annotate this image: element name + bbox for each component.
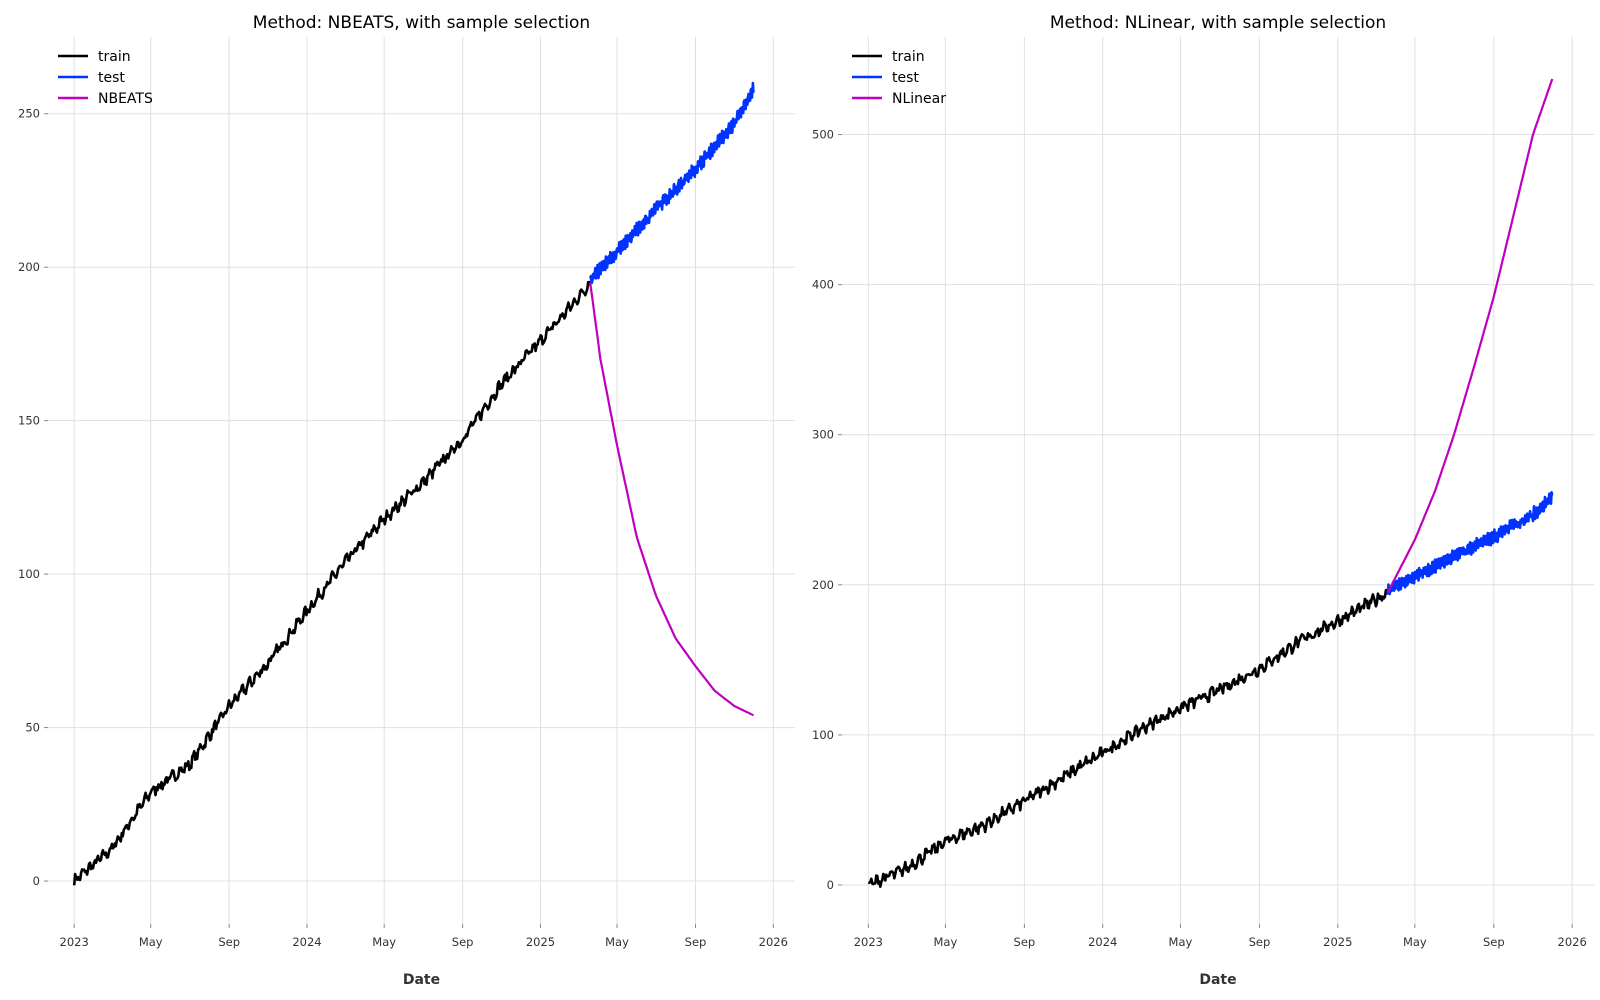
x-tick-label: 2026 xyxy=(759,935,788,949)
series-line-test xyxy=(1386,490,1554,596)
y-tick-label: 100 xyxy=(18,567,40,581)
y-tick-label: 300 xyxy=(812,428,834,442)
series-line-train xyxy=(867,588,1390,889)
series-line-nbeats xyxy=(589,282,754,717)
x-tick-label: 2024 xyxy=(1088,935,1117,949)
y-tick-label: 250 xyxy=(18,107,40,121)
x-tick-label: 2023 xyxy=(854,935,883,949)
chart-title: Method: NLinear, with sample selection xyxy=(1050,13,1386,33)
y-tick-label: 500 xyxy=(812,128,834,142)
legend-label-train: train xyxy=(98,49,131,65)
chart-title: Method: NBEATS, with sample selection xyxy=(253,13,590,33)
x-tick-label: May xyxy=(1403,935,1427,949)
x-tick-label: May xyxy=(1169,935,1193,949)
x-tick-label: 2023 xyxy=(60,935,89,949)
y-tick-label: 200 xyxy=(18,260,40,274)
x-tick-label: 2025 xyxy=(526,935,555,949)
legend-label-train: train xyxy=(892,49,925,65)
y-tick-label: 400 xyxy=(812,278,834,292)
y-tick-label: 50 xyxy=(25,721,40,735)
series-line-test xyxy=(588,81,755,285)
y-tick-label: 0 xyxy=(827,878,834,892)
x-axis-label: Date xyxy=(1199,972,1236,988)
x-tick-label: Sep xyxy=(1014,935,1036,949)
x-tick-label: Sep xyxy=(685,935,707,949)
x-tick-label: 2026 xyxy=(1558,935,1587,949)
y-tick-label: 0 xyxy=(33,874,40,888)
x-axis-label: Date xyxy=(403,972,440,988)
y-tick-label: 150 xyxy=(18,414,40,428)
legend-label-nbeats: NBEATS xyxy=(98,91,153,107)
chart-panel-1: 2023 May Sep 2024 May Sep 2025 May Sep 2026 0 50 100… xyxy=(18,13,795,988)
y-tick-label: 100 xyxy=(812,728,834,742)
x-tick-label: Sep xyxy=(452,935,474,949)
series-line-nlinear xyxy=(1386,78,1554,593)
x-tick-label: 2025 xyxy=(1323,935,1352,949)
series-line-train xyxy=(72,280,592,886)
x-tick-label: Sep xyxy=(218,935,240,949)
chart-panel-2: 2023 May Sep 2024 May Sep 2025 May Sep 2026 0 100 20… xyxy=(812,13,1594,988)
x-tick-label: Sep xyxy=(1483,935,1505,949)
legend-label-nlinear: NLinear xyxy=(892,91,946,107)
x-tick-label: May xyxy=(934,935,958,949)
x-tick-label: May xyxy=(605,935,629,949)
x-tick-label: May xyxy=(372,935,396,949)
x-tick-label: 2024 xyxy=(292,935,321,949)
x-tick-label: Sep xyxy=(1249,935,1271,949)
legend-label-test: test xyxy=(98,70,125,86)
x-tick-label: May xyxy=(139,935,163,949)
legend-label-test: test xyxy=(892,70,919,86)
y-tick-label: 200 xyxy=(812,578,834,592)
